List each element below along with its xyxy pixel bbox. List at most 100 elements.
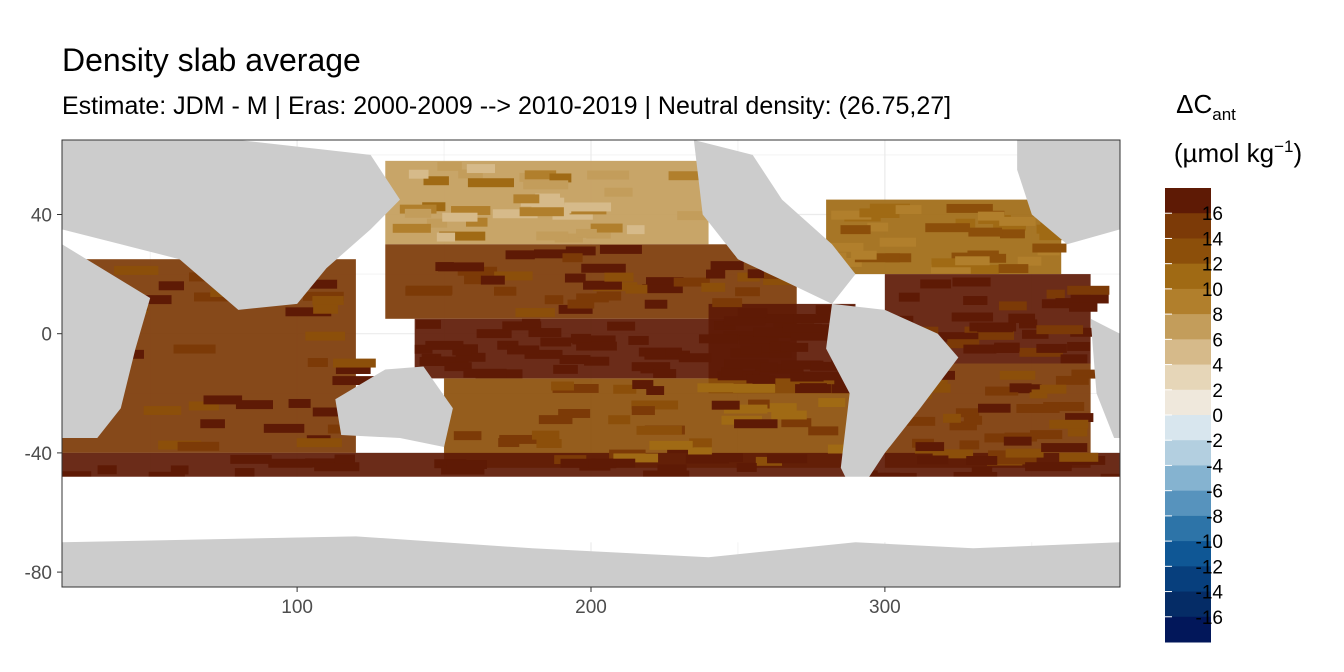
ocean-cell [587,170,630,180]
ocean-cell [780,342,809,352]
ocean-cell [1036,325,1084,335]
land [826,303,959,498]
ocean-cell [701,282,726,292]
ocean-cell [739,335,779,345]
ocean-cell [781,418,812,428]
ocean-cell [735,287,760,297]
ocean-cell [1070,327,1100,337]
ocean-cell [285,307,332,317]
legend-labels: 16 14 12 10 8 6 4 2 0 -2 -4 -6 -8 -10 -12 -14 -16 [1196,204,1224,629]
ocean-cell [576,293,609,303]
ocean-cell [307,358,328,367]
ocean-cell [560,458,596,468]
ocean-cell [1030,430,1063,440]
ocean-cell [505,250,535,260]
legend-swatch [1165,314,1211,340]
x-tick-label: 200 [575,597,607,618]
ocean-cell [404,208,432,218]
legend-swatch [1165,541,1211,567]
ocean-cell [688,447,712,457]
legend-swatch [1165,566,1211,593]
ocean-cell [984,433,1011,443]
legend-label: 10 [1202,280,1223,301]
ocean-cell [803,371,845,381]
ocean-cell [230,454,272,464]
ocean-cell [710,261,744,271]
ocean-cell [453,431,482,441]
ocean-cell [1019,319,1038,329]
ocean-cell [332,376,377,386]
ocean-cell [1055,298,1080,308]
ocean-cell [842,257,862,267]
ocean-cell [790,331,832,341]
ocean-cell [494,286,517,296]
ocean-cell [906,416,936,426]
ocean-cell [173,344,216,354]
ocean-cell [437,161,462,171]
ocean-cell [263,423,305,433]
ocean-cell [1059,452,1099,462]
ocean-cell [519,207,564,217]
ocean-cell [781,360,821,370]
ocean-cell [444,362,472,372]
ocean-cell [200,419,225,429]
ocean-cell [653,369,677,379]
ocean-cell [604,272,634,282]
legend-label: 16 [1202,204,1223,225]
ocean-cell [733,383,776,393]
ocean-cell [125,349,144,359]
legend-label: -12 [1196,557,1223,578]
legend-label: -8 [1206,507,1223,528]
legend-swatch [1165,339,1211,366]
ocean-cell [1046,289,1065,299]
ocean-cell [313,304,338,314]
ocean-cell [673,277,710,287]
ocean-cell [753,327,795,337]
ocean-cell [1009,314,1035,324]
ocean-cell [515,308,555,317]
ocean-cell [312,407,353,417]
legend-label: 12 [1202,255,1223,276]
ocean-cell [714,321,736,330]
ocean-cell [405,286,452,296]
ocean-cell [631,406,655,416]
ocean-cell [158,281,185,291]
map-panel [61,139,1121,588]
ocean-cell [335,365,371,374]
legend-label: -4 [1206,456,1223,477]
ocean-cell [451,206,491,215]
ocean-cell [795,384,831,394]
ocean-cell [851,250,877,260]
ocean-cell [644,299,668,309]
ocean-cell [951,312,994,322]
ocean-cell [531,430,560,440]
ocean-cell [782,323,822,333]
ocean-cell [758,364,804,374]
ocean-cell [953,471,998,481]
ocean-cell [976,330,1015,340]
land [1090,318,1120,438]
ocean-cell [963,415,983,425]
ocean-cell [859,208,889,218]
ocean-cell [646,386,665,395]
ocean-cell [988,450,1016,460]
legend-swatch [1165,213,1211,239]
land [693,140,856,304]
ocean-cell [657,464,687,474]
ocean-cell [645,277,684,287]
ocean-cell [170,465,189,475]
ocean-cell [148,471,185,481]
ocean-cell [830,242,864,252]
ocean-cell [333,358,376,368]
ocean-cell [724,359,769,369]
ocean-cell [296,438,342,448]
ocean-cell [564,273,586,283]
ocean-cell [712,298,743,308]
ocean-cell [551,381,574,391]
ocean-cell [572,335,616,345]
y-tick-label: -40 [25,444,52,465]
ocean-cell [763,276,793,286]
ocean-cell [588,459,617,469]
y-tick-label: -80 [25,563,52,584]
ocean-cell [978,403,1011,413]
